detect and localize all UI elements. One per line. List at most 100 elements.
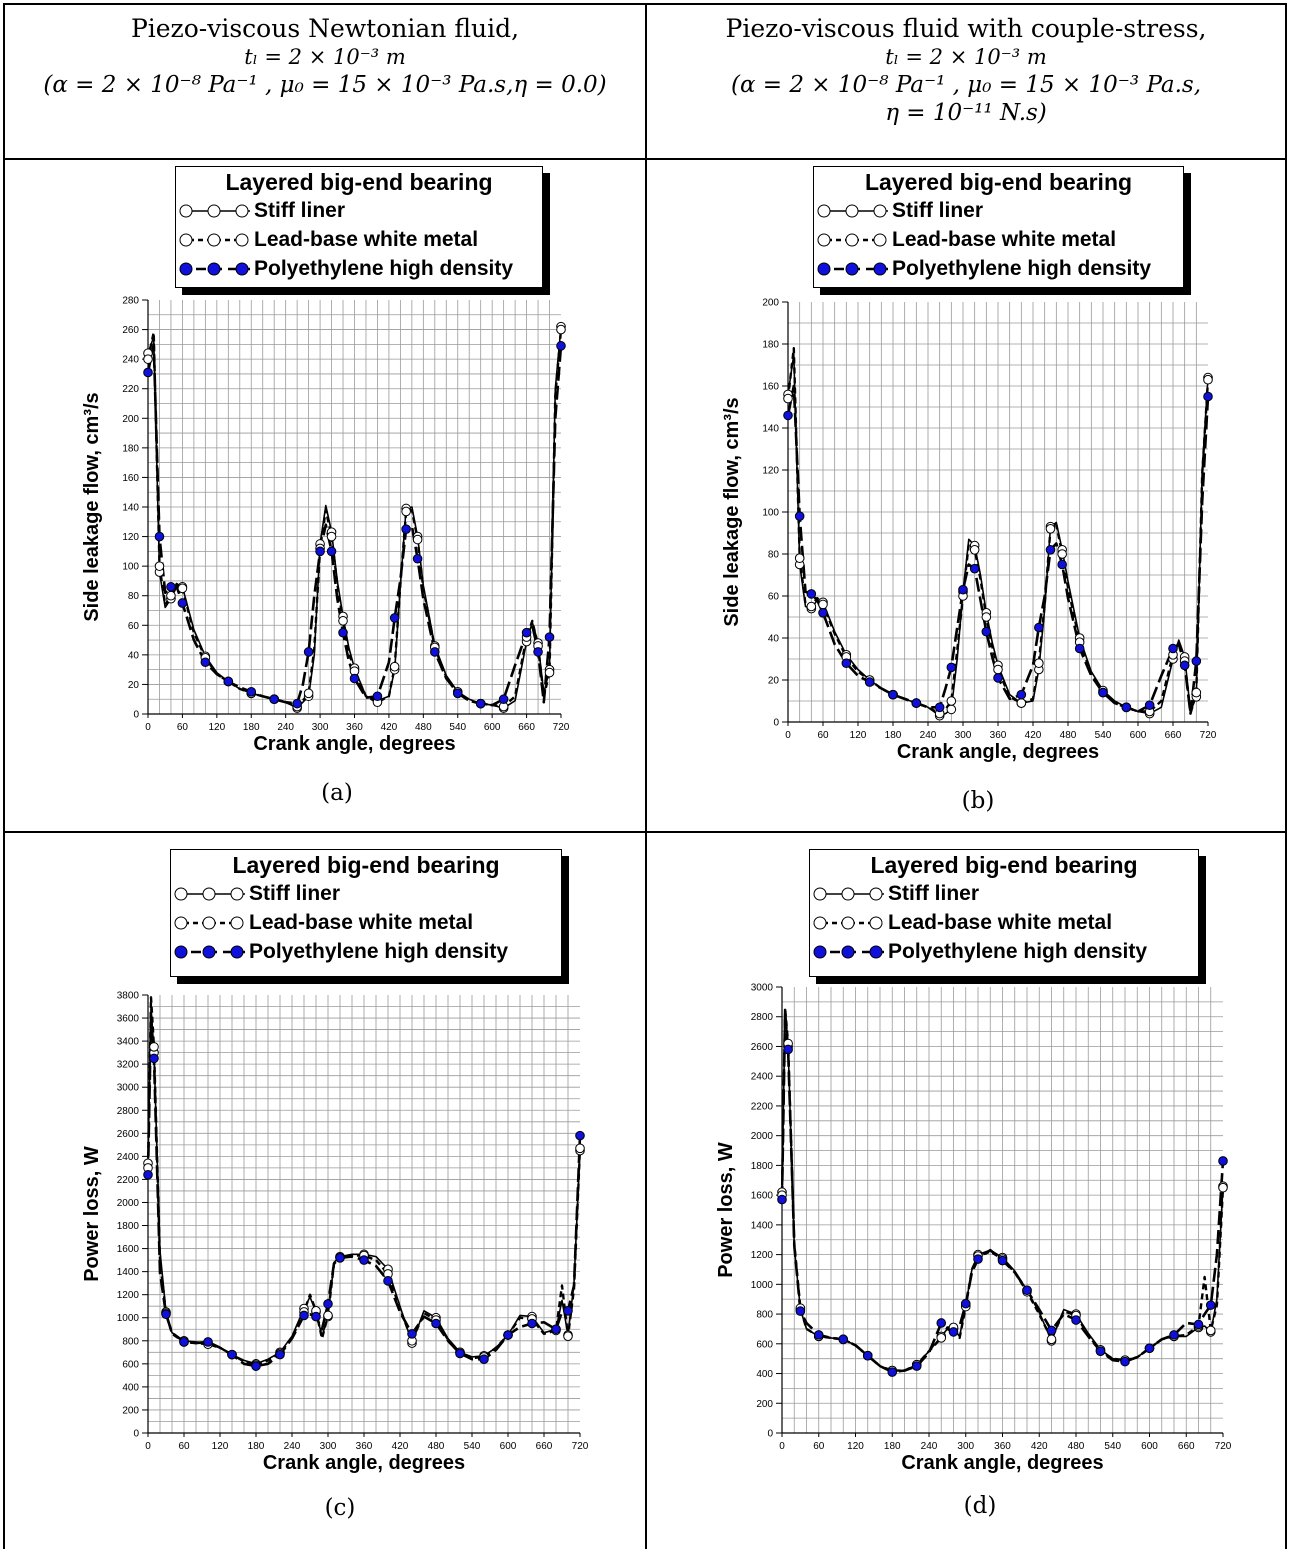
legend-marker [869,916,883,929]
data-point-series-2 [401,506,411,517]
data-point-series-3 [936,1318,947,1328]
data-point-series-3 [338,627,348,638]
x-axis-title: Crank angle, degrees [253,733,455,755]
data-point-series-2 [1046,1334,1057,1345]
caption-c: (c) [324,1495,356,1521]
data-point-series-3 [1193,1319,1204,1330]
y-tick-label: 200 [762,298,779,309]
chart-panel-a: 0 60 120 180 240 300 360 420 480 540 600 660 720 0 20 4… [60,285,600,775]
data-point-series-3 [1191,656,1202,666]
y-tick-label: 1400 [117,1267,140,1278]
y-tick-label: 180 [762,340,779,351]
legend-marker [202,916,216,929]
y-tick-label: 100 [122,562,139,573]
data-point-series-3 [455,1348,465,1359]
chart-b: 0 60 120 180 240 300 360 420 480 540 600 660 720 0 20 4… [721,298,1217,764]
y-tick-label: 800 [122,1336,139,1347]
data-point-series-2 [556,324,566,335]
legend-entry-lead: Lead-base white metal [814,225,1183,254]
legend-marker [235,262,249,275]
x-tick-label: 180 [248,1441,265,1452]
data-point-series-3 [275,1349,285,1360]
y-tick-label: 600 [756,1339,773,1350]
legend-symbol-poly [813,945,884,958]
x-axis-title: Crank angle, degrees [897,741,1099,763]
x-tick-label: 420 [1025,730,1042,741]
figure-table: Piezo-viscous Newtonian fluid, tₗ = 2 × … [3,3,1287,1549]
data-point-series-3 [993,673,1003,683]
y-tick-label: 1000 [751,1280,774,1291]
x-tick-label: 720 [1215,1441,1232,1452]
x-tick-label: 540 [449,722,466,733]
x-tick-label: 120 [208,722,225,733]
legend-entry-stiff: Stiff liner [176,196,542,225]
data-point-series-3 [911,698,922,708]
y-tick-label: 1600 [751,1191,774,1202]
legend-entry-stiff: Stiff liner [810,879,1198,908]
data-point-series-3 [1120,1356,1130,1367]
data-point-series-2 [1045,524,1056,534]
y-tick-label: 140 [122,503,139,514]
data-point-series-3 [177,598,188,608]
legend-entry-lead: Lead-base white metal [171,908,561,937]
data-point-series-2 [1057,549,1067,559]
y-tick-label: 2000 [751,1131,774,1142]
data-point-series-3 [783,410,793,421]
y-tick-label: 120 [122,532,139,543]
data-point-series-2 [177,583,188,594]
legend-marker [235,233,249,246]
x-tick-label: 540 [1104,1441,1121,1452]
data-point-series-2 [154,561,165,571]
x-tick-label: 660 [1165,730,1182,741]
y-tick-label: 40 [768,634,780,645]
data-point-series-3 [1022,1285,1032,1296]
y-tick-label: 280 [122,296,139,307]
x-tick-label: 540 [1095,730,1112,741]
y-tick-label: 1200 [117,1290,140,1301]
data-point-series-2 [149,1042,159,1052]
data-point-series-3 [359,1255,369,1265]
legend-symbol-stiff [813,887,884,900]
y-tick-label: 2600 [751,1042,774,1053]
legend-title: Layered big-end bearing [225,169,493,195]
legend-marker [179,204,193,217]
legend-marker [230,887,244,900]
data-point-series-3 [551,1324,561,1335]
x-tick-label: 660 [518,722,535,733]
table-border-row1 [3,158,1287,160]
data-point-series-3 [533,647,543,657]
data-point-series-2 [783,393,793,404]
legend-marker [873,262,887,275]
data-point-series-3 [521,627,532,638]
data-point-series-2 [1205,1325,1216,1336]
data-point-series-3 [292,698,302,709]
y-tick-label: 240 [122,355,139,366]
legend-label: Polyethylene high density [892,256,1152,280]
caption-b: (b) [961,788,995,814]
y-tick-label: 3200 [117,1060,140,1071]
data-point-series-3 [372,691,383,702]
legend-marker [817,204,831,217]
chart-panel-c: 0 60 120 180 240 300 360 420 480 540 600 660 720 0 200… [50,983,610,1488]
data-point-series-3 [227,1349,237,1360]
chart-c: 0 60 120 180 240 300 360 420 480 540 600 660 720 0 200… [81,991,589,1475]
data-point-series-3 [1074,643,1085,654]
y-tick-label: 0 [767,1429,773,1440]
legend-symbol-lead [174,916,245,929]
legend-marker [813,945,827,958]
x-tick-label: 180 [243,722,260,733]
y-tick-label: 2200 [751,1101,774,1112]
x-tick-label: 360 [356,1441,373,1452]
data-point-series-2 [323,1310,333,1321]
x-tick-label: 360 [346,722,363,733]
x-tick-label: 720 [572,1441,589,1452]
legend-marker [873,204,887,217]
data-point-series-3 [179,1337,189,1347]
x-tick-label: 600 [500,1441,517,1452]
y-axis-title: Side leakage flow, cm³/s [721,397,743,626]
data-point-series-3 [154,531,165,542]
y-tick-label: 3400 [117,1037,140,1048]
data-point-series-3 [326,546,337,557]
y-tick-label: 20 [768,676,780,687]
x-tick-label: 60 [177,722,189,733]
